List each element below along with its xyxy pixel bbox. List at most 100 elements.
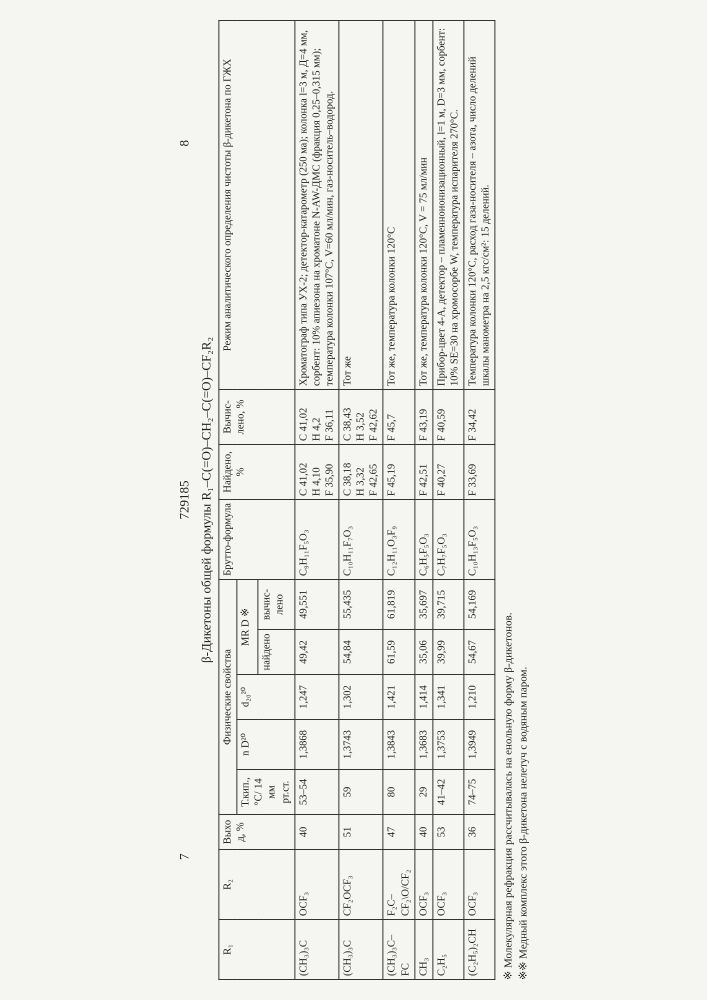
table-row: (CH₃)₃COCF₃4053–541,38681,24749,4249,551… xyxy=(294,21,338,980)
cell-found: F 45,19 xyxy=(383,444,414,499)
document-page: 7 729185 8 β-Дикетоны общей формулы R₁–C… xyxy=(176,20,531,980)
cell-mrdC: 61,819 xyxy=(383,579,414,629)
table-row: (CH₃)₃C–FCF₂C–CF₂\O/CF₂47801,38431,42161… xyxy=(383,21,414,980)
table-row: (C₂H₅)₂CHOCF₃3674–751,39491,21054,6754,1… xyxy=(463,21,494,980)
page-header: 7 729185 8 xyxy=(176,20,192,980)
cell-brutto: C₁₀H₁₃F₅O₃ xyxy=(463,499,494,579)
cell-mrdF: 35,06 xyxy=(414,630,432,675)
cell-r2: CF₂OCF₃ xyxy=(338,850,382,920)
table-title: β-Дикетоны общей формулы R₁–C(=O)–CH₂–C(… xyxy=(198,20,214,980)
col-mrd-calc: вычис­лено xyxy=(258,579,294,629)
cell-d20: 1,341 xyxy=(432,675,463,720)
cell-mrdF: 49,42 xyxy=(294,630,338,675)
cell-nd: 1,3683 xyxy=(414,720,432,770)
cell-tk: 29 xyxy=(414,770,432,815)
table-row: (CH₃)₃CCF₂OCF₃51591,37431,30254,8455,435… xyxy=(338,21,382,980)
col-r2: R₂ xyxy=(218,850,294,920)
cell-d20: 1,421 xyxy=(383,675,414,720)
table-row: CH₃OCF₃40291,36831,41435,0635,697C₆H₅F₅O… xyxy=(414,21,432,980)
cell-calc: F 40,59 xyxy=(432,389,463,444)
col-r1: R₁ xyxy=(218,920,294,980)
document-number: 729185 xyxy=(176,481,192,520)
cell-calc: F 34,42 xyxy=(463,389,494,444)
cell-mrdF: 39,99 xyxy=(432,630,463,675)
cell-r2: F₂C–CF₂\O/CF₂ xyxy=(383,850,414,920)
cell-r1: (C₂H₅)₂CH xyxy=(463,920,494,980)
col-phys: Физические свойства xyxy=(218,579,236,814)
cell-yield: 53 xyxy=(432,815,463,850)
footnote-1: ※ Молекулярная рефракция рассчитывалась … xyxy=(501,20,514,980)
cell-regime: Температура колонки 120°C, расход газа-н… xyxy=(463,21,494,390)
cell-tk: 41–42 xyxy=(432,770,463,815)
cell-found: F 40,27 xyxy=(432,444,463,499)
cell-r2: OCF₃ xyxy=(463,850,494,920)
col-tk: Т.кип., °C/ 14 мм рт.ст. xyxy=(237,770,295,815)
cell-tk: 80 xyxy=(383,770,414,815)
cell-calc: C 41,02 H 4,2 F 36,11 xyxy=(294,389,338,444)
page-number-left: 7 xyxy=(176,854,192,861)
cell-d20: 1,210 xyxy=(463,675,494,720)
col-brutto: Брутто-формула xyxy=(218,499,294,579)
col-mrd-found: найдено xyxy=(258,630,294,675)
cell-calc: C 38,43 H 3,52 F 42,62 xyxy=(338,389,382,444)
cell-calc: F 43,19 xyxy=(414,389,432,444)
cell-brutto: C₉H₁₁F₅O₃ xyxy=(294,499,338,579)
cell-r1: CH₃ xyxy=(414,920,432,980)
cell-nd: 1,3753 xyxy=(432,720,463,770)
col-yield: Выход, % xyxy=(218,815,294,850)
cell-mrdC: 54,169 xyxy=(463,579,494,629)
cell-mrdC: 55,435 xyxy=(338,579,382,629)
cell-regime: Тот же xyxy=(338,21,382,390)
cell-d20: 1,302 xyxy=(338,675,382,720)
cell-r1: (CH₃)₃C xyxy=(338,920,382,980)
cell-tk: 74–75 xyxy=(463,770,494,815)
cell-d20: 1,414 xyxy=(414,675,432,720)
col-regime: Режим аналитического опреде­ления чистот… xyxy=(218,21,294,390)
cell-found: C 38,18 H 3,32 F 42,65 xyxy=(338,444,382,499)
cell-nd: 1,3949 xyxy=(463,720,494,770)
cell-mrdC: 49,551 xyxy=(294,579,338,629)
cell-nd: 1,3743 xyxy=(338,720,382,770)
cell-yield: 40 xyxy=(414,815,432,850)
cell-nd: 1,3868 xyxy=(294,720,338,770)
col-found: Найдено, % xyxy=(218,444,294,499)
cell-calc: F 45,7 xyxy=(383,389,414,444)
cell-regime: Прибор-цвет 4-А, детектор – пламенноиони… xyxy=(432,21,463,390)
cell-brutto: C₆H₅F₅O₃ xyxy=(414,499,432,579)
cell-r1: C₂H₅ xyxy=(432,920,463,980)
header-row-1: R₁ R₂ Выход, % Физические свойства Брутт… xyxy=(218,21,236,980)
cell-mrdC: 35,697 xyxy=(414,579,432,629)
cell-tk: 53–54 xyxy=(294,770,338,815)
cell-r2: OCF₃ xyxy=(432,850,463,920)
cell-brutto: C₇H₇F₅O₃ xyxy=(432,499,463,579)
cell-regime: Тот же, температура колонки 120°C, V = 7… xyxy=(414,21,432,390)
cell-mrdC: 39,715 xyxy=(432,579,463,629)
cell-yield: 47 xyxy=(383,815,414,850)
cell-r1: (CH₃)₃C–FC xyxy=(383,920,414,980)
col-d20: d₂₀²⁰ xyxy=(237,675,295,720)
data-table: R₁ R₂ Выход, % Физические свойства Брутт… xyxy=(218,20,495,980)
cell-found: F 33,69 xyxy=(463,444,494,499)
cell-r2: OCF₃ xyxy=(414,850,432,920)
cell-yield: 36 xyxy=(463,815,494,850)
cell-r1: (CH₃)₃C xyxy=(294,920,338,980)
cell-mrdF: 54,67 xyxy=(463,630,494,675)
cell-mrdF: 61,59 xyxy=(383,630,414,675)
cell-r2: OCF₃ xyxy=(294,850,338,920)
col-nd: n D²⁰ xyxy=(237,720,295,770)
col-calc: Вычис­лено, % xyxy=(218,389,294,444)
cell-d20: 1,247 xyxy=(294,675,338,720)
cell-regime: Хроматограф типа УХ-2; детектор-катароме… xyxy=(294,21,338,390)
cell-brutto: C₁₂H₁₁O₃F₉ xyxy=(383,499,414,579)
cell-yield: 40 xyxy=(294,815,338,850)
cell-mrdF: 54,84 xyxy=(338,630,382,675)
footnotes: ※ Молекулярная рефракция рассчитывалась … xyxy=(501,20,529,980)
cell-yield: 51 xyxy=(338,815,382,850)
cell-brutto: C₁₀H₁₁F₇O₃ xyxy=(338,499,382,579)
cell-tk: 59 xyxy=(338,770,382,815)
table-row: C₂H₅OCF₃5341–421,37531,34139,9939,715C₇H… xyxy=(432,21,463,980)
cell-found: C 41,02 H 4,10 F 35,90 xyxy=(294,444,338,499)
page-number-right: 8 xyxy=(176,140,192,147)
cell-regime: Тот же, температура колонки 120°C xyxy=(383,21,414,390)
cell-nd: 1,3843 xyxy=(383,720,414,770)
